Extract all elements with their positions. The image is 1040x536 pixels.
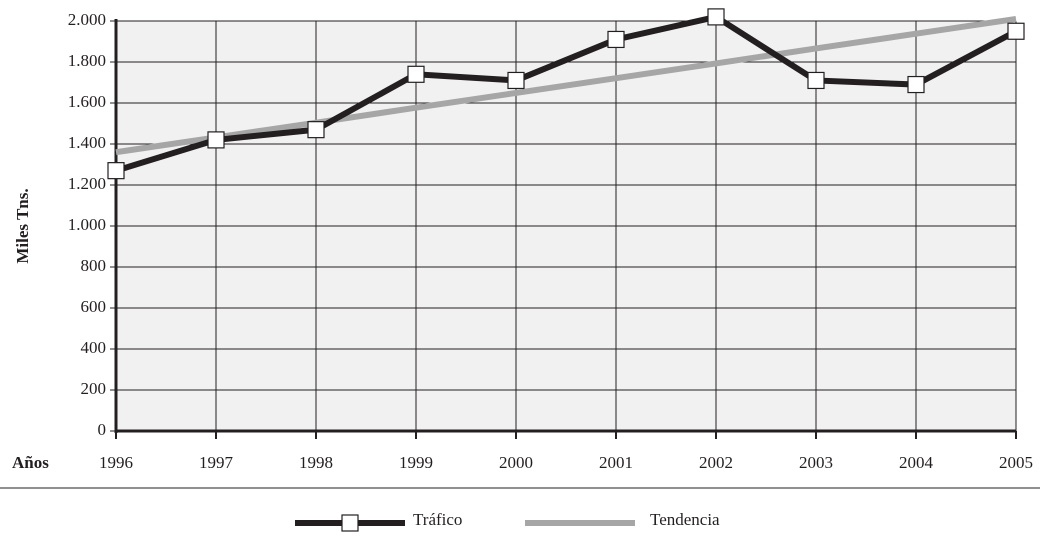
marker: [607, 30, 625, 49]
x-axis-label: Años: [12, 453, 49, 472]
y-tick-label: 1.000: [68, 215, 106, 234]
series-line: [115, 13, 1018, 174]
marker: [1007, 22, 1025, 40]
x-tick-label: 1997: [199, 453, 234, 472]
x-tick-label: 2005: [999, 453, 1033, 472]
marker: [407, 65, 425, 83]
y-tick-label: 200: [81, 379, 107, 398]
x-tick-label: 1999: [399, 453, 433, 472]
x-tick-label: 1998: [299, 453, 333, 472]
legend-marker: [341, 514, 359, 532]
legend-label: Tendencia: [650, 510, 720, 529]
legend-label: Tráfico: [413, 510, 462, 529]
y-tick-label: 1.200: [68, 174, 106, 193]
x-tick-label: 1996: [99, 453, 133, 472]
x-tick-label: 2000: [499, 453, 533, 472]
y-tick-label: 400: [81, 338, 107, 357]
y-tick-label: 0: [98, 420, 107, 439]
marker: [907, 75, 925, 94]
x-tick-label: 2001: [599, 453, 633, 472]
marker: [307, 121, 325, 139]
y-tick-label: 1.400: [68, 133, 106, 152]
y-tick-label: 800: [81, 256, 107, 275]
marker: [507, 71, 525, 90]
x-tick-label: 2003: [799, 453, 833, 472]
series-line: [115, 15, 1017, 156]
y-tick-label: 1.800: [68, 51, 106, 70]
y-tick-label: 600: [81, 297, 107, 316]
y-axis-label: Miles Tns.: [13, 188, 32, 263]
marker: [207, 131, 225, 149]
y-tick-label: 2.000: [68, 10, 106, 29]
y-tick-label: 1.600: [68, 92, 106, 111]
marker: [707, 8, 725, 26]
x-tick-label: 2002: [699, 453, 733, 472]
marker: [807, 71, 825, 90]
x-tick-label: 2004: [899, 453, 934, 472]
marker: [107, 162, 125, 180]
